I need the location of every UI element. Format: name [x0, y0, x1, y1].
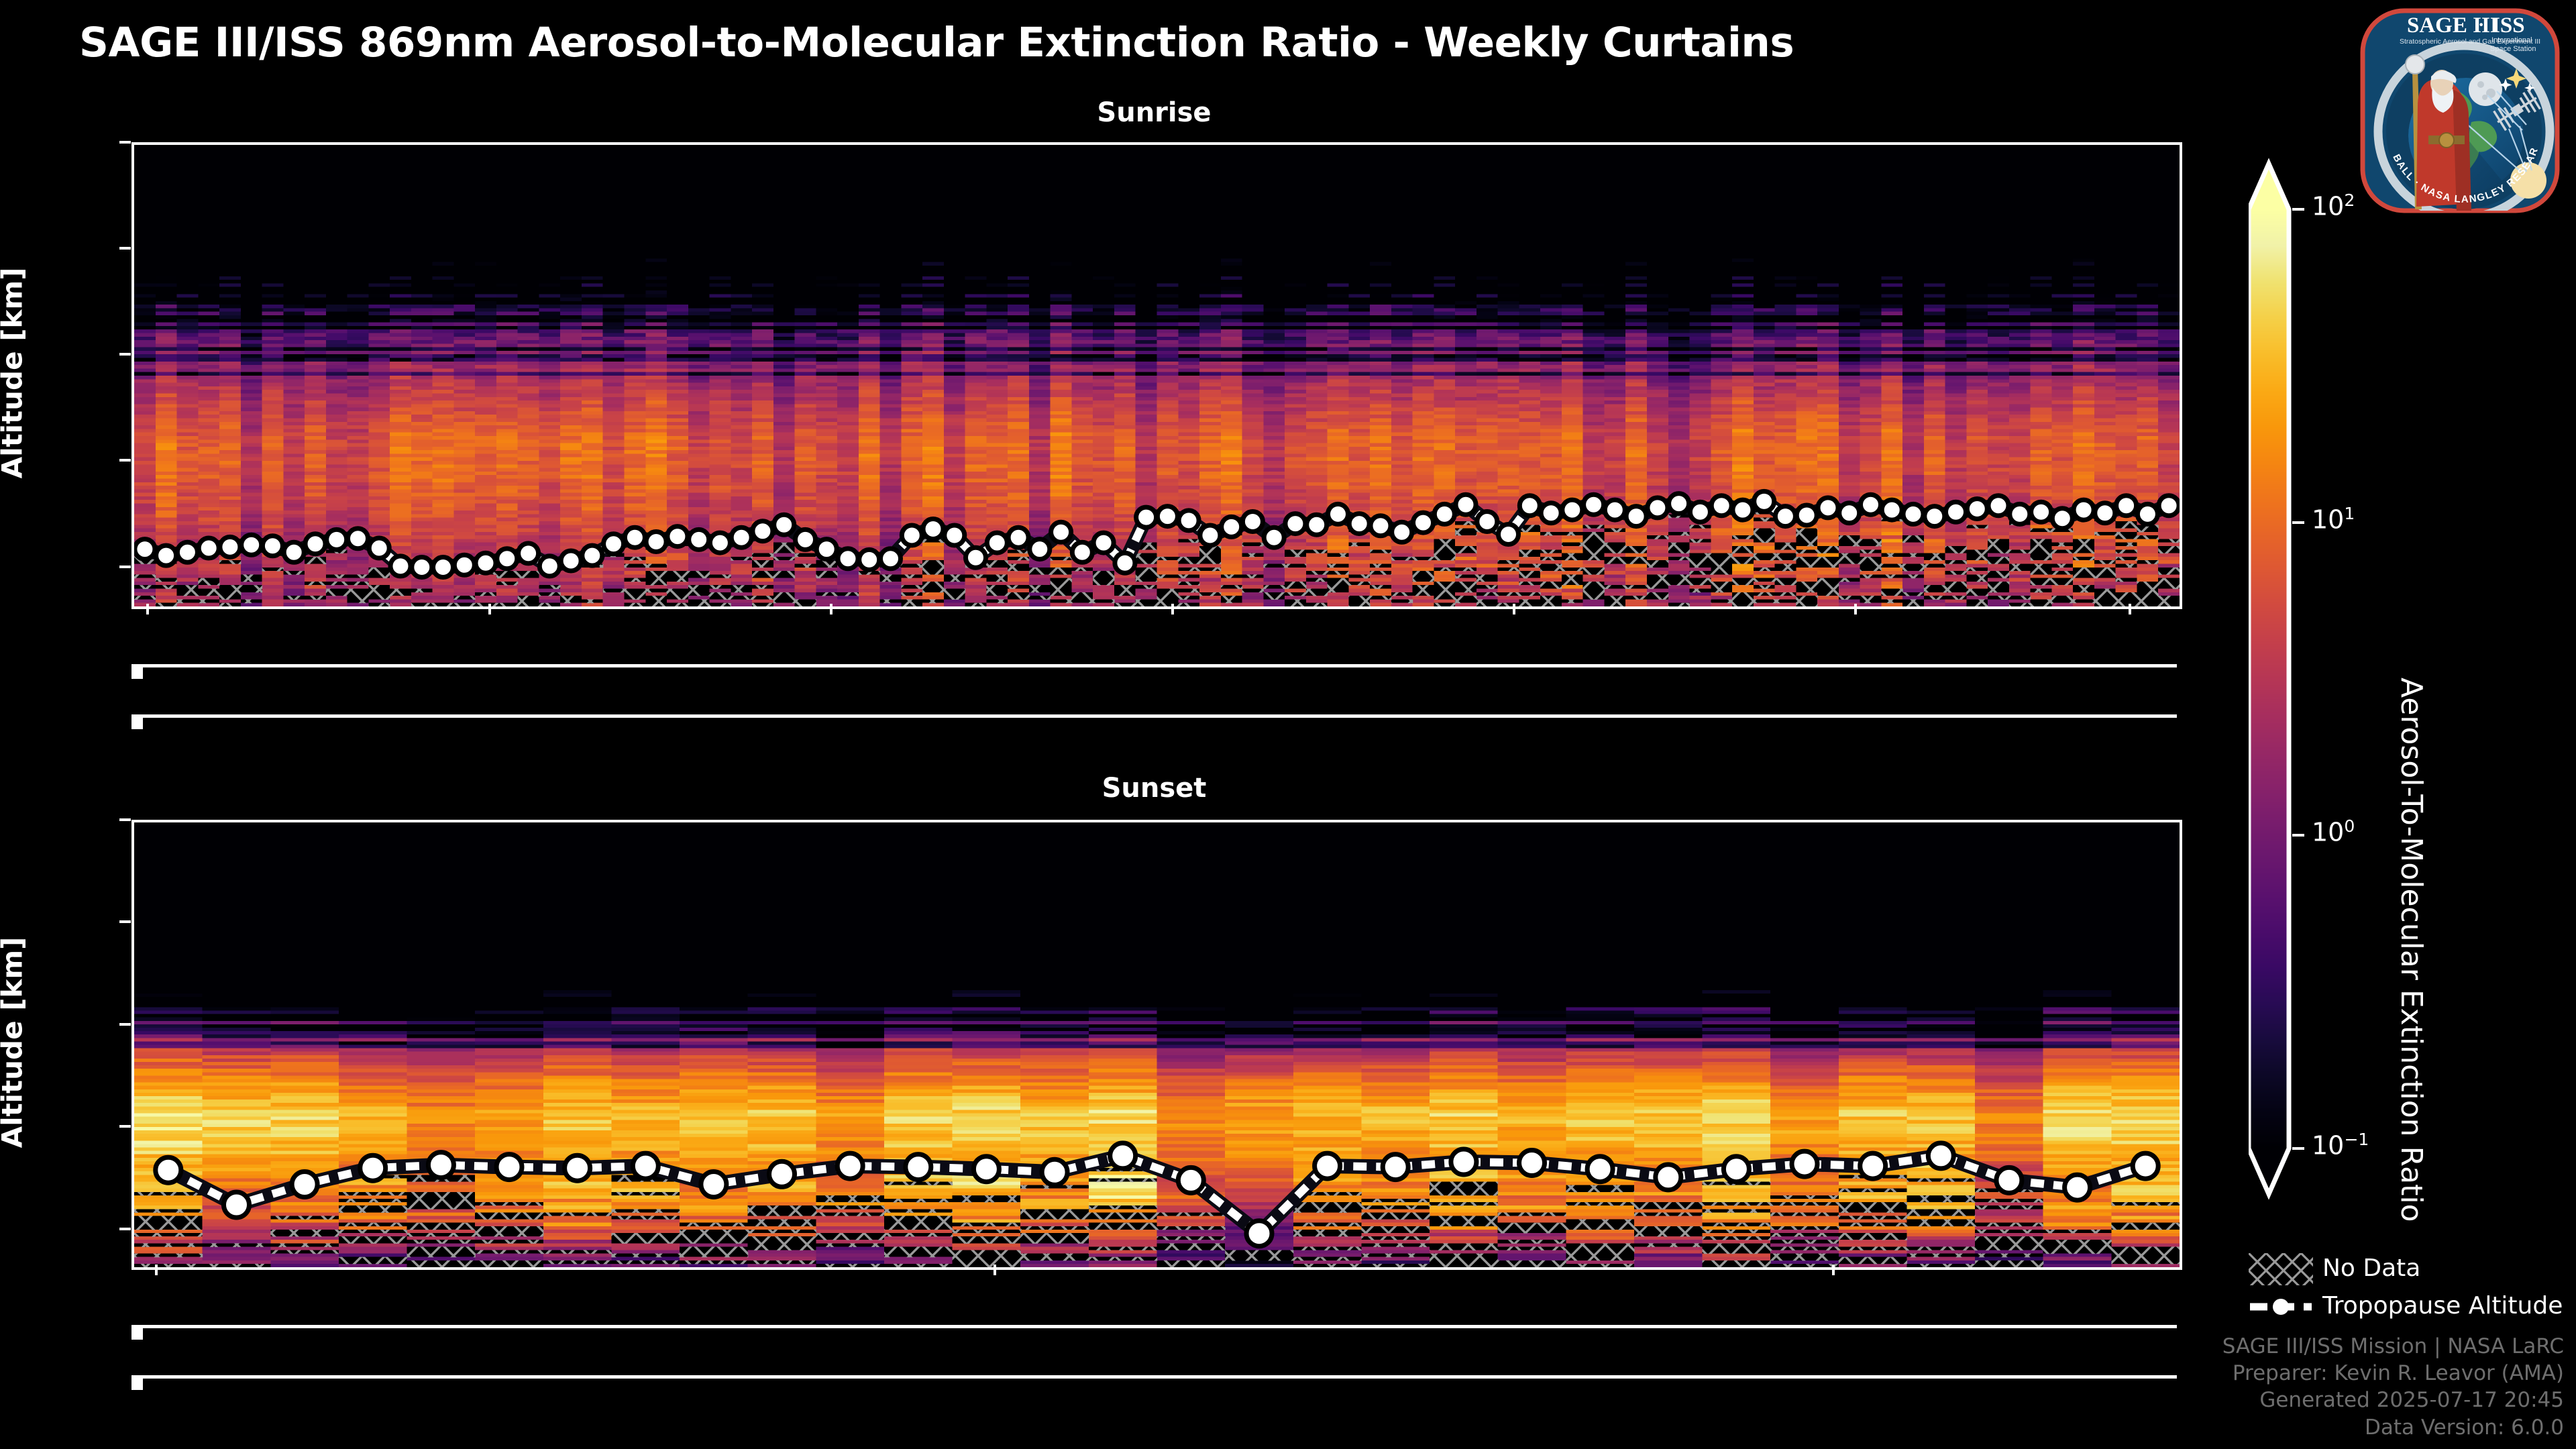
logo-title-main: SAGE III [2407, 13, 2499, 38]
logo-title-second: ISS [2491, 13, 2525, 38]
sage-iii-iss-logo: BALL · NASA LANGLEY RESEARCH CENTER · TA… [2353, 4, 2567, 217]
footer: SAGE III/ISS Mission | NASA LaRC Prepare… [2222, 1333, 2564, 1441]
footer-line-version: Data Version: 6.0.0 [2364, 1415, 2564, 1440]
y-tickmark [119, 353, 131, 356]
axis-row-line-year [131, 714, 2177, 718]
colorbar-tick-exponent: 1 [2344, 503, 2355, 523]
x-tickmark [1513, 604, 1516, 614]
colorbar-cap-min [2249, 1148, 2289, 1194]
axis-row-line-month [131, 664, 2177, 667]
colorbar-outline [2249, 158, 2292, 1200]
x-tickmark [1831, 1265, 1835, 1275]
page-title: SAGE III/ISS 869nm Aerosol-to-Molecular … [79, 19, 1794, 66]
x-tickmark [2128, 604, 2131, 614]
y-axis-label-sunrise: Altitude [km] [0, 267, 29, 479]
legend-label-tropopause: Tropopause Altitude [2322, 1292, 2563, 1320]
no-data-hatching [134, 1168, 2180, 1267]
x-tickmark [1854, 604, 1858, 614]
no-data-hatching [134, 511, 2180, 606]
colorbar-tick-exponent: −1 [2344, 1130, 2369, 1149]
colorbar-tickmark [2292, 834, 2304, 837]
axis-row-tick-month [131, 667, 143, 679]
colorbar-tick-base: 10 [2312, 1130, 2345, 1161]
x-tickmark [829, 604, 833, 614]
colorbar-tickmark [2292, 208, 2304, 211]
y-tickmark [119, 1125, 131, 1128]
y-tickmark [119, 1022, 131, 1026]
y-tickmark [119, 818, 131, 821]
colorbar-tickmark [2292, 1147, 2304, 1150]
colorbar-tickmark [2292, 521, 2304, 524]
logo-subtitle-left: Stratospheric Aerosol and Gas Experiment… [2400, 38, 2540, 46]
x-tickmark [993, 1265, 996, 1275]
x-tickmark [146, 604, 150, 614]
axis-row-tick-month [131, 1328, 143, 1340]
colorbar[interactable]: 102 101 100 10−1 [2249, 156, 2369, 1202]
colorbar-axis-label: Aerosol-To-Molecular Extinction Ratio [2394, 678, 2428, 1222]
y-axis-label-sunset: Altitude [km] [0, 936, 29, 1148]
tropopause-markers [134, 488, 2180, 580]
y-tickmark [119, 1227, 131, 1230]
colorbar-tick-base: 10 [2312, 817, 2345, 847]
logo-subtitle-right-1: International [2491, 36, 2532, 44]
legend: No Data Tropopause Altitude [2249, 1253, 2571, 1328]
axis-row-tick-year [131, 718, 143, 729]
footer-line-generated: Generated 2025-07-17 20:45 [2259, 1388, 2564, 1413]
overlay-sunset [134, 1140, 2180, 1267]
hatch-icon [2249, 1253, 2313, 1285]
colorbar-tick-exponent: 0 [2344, 816, 2355, 837]
colorbar-cap-max [2249, 164, 2289, 209]
footer-line-mission: SAGE III/ISS Mission | NASA LaRC [2222, 1334, 2564, 1358]
y-tickmark [119, 459, 131, 462]
colorbar-ticklabel-1: 101 [2312, 504, 2355, 535]
colorbar-ticklabel-3: 10−1 [2312, 1130, 2369, 1161]
logo-subtitle-right-2: Space Station [2490, 45, 2536, 53]
axis-row-line-month [131, 1325, 2177, 1328]
y-tickmark [119, 920, 131, 924]
x-tickmark [154, 1265, 158, 1275]
y-tickmark [119, 247, 131, 250]
colorbar-ticklabel-2: 100 [2312, 816, 2355, 847]
colorbar-tick-exponent: 2 [2344, 191, 2355, 210]
logo-title-dot: · [2478, 15, 2484, 36]
heatmap-plot-sunrise[interactable] [131, 142, 2182, 609]
legend-item-tropopause[interactable]: Tropopause Altitude [2249, 1291, 2571, 1328]
colorbar-tick-base: 10 [2312, 191, 2345, 221]
axis-row-tick-year [131, 1379, 143, 1390]
y-tickmark [119, 565, 131, 568]
colorbar-ticklabel-0: 102 [2312, 191, 2355, 221]
x-tickmark [488, 604, 491, 614]
y-tickmark [119, 141, 131, 144]
tropopause-markers [153, 1140, 2161, 1249]
panel-title-sunset: Sunset [1102, 773, 1207, 804]
axis-row-line-year [131, 1375, 2177, 1379]
colorbar-tick-base: 10 [2312, 504, 2345, 535]
overlay-sunrise [134, 488, 2180, 606]
footer-line-preparer: Preparer: Kevin R. Leavor (AMA) [2232, 1361, 2564, 1386]
legend-item-no-data[interactable]: No Data [2249, 1253, 2571, 1291]
x-tickmark [1171, 604, 1174, 614]
panel-title-sunrise: Sunrise [1097, 97, 1212, 128]
heatmap-plot-sunset[interactable] [131, 820, 2182, 1270]
heatmap-canvas-sunrise [134, 145, 2180, 606]
dashed-line-circle-icon [2250, 1299, 2312, 1315]
legend-label-no-data: No Data [2322, 1254, 2421, 1282]
